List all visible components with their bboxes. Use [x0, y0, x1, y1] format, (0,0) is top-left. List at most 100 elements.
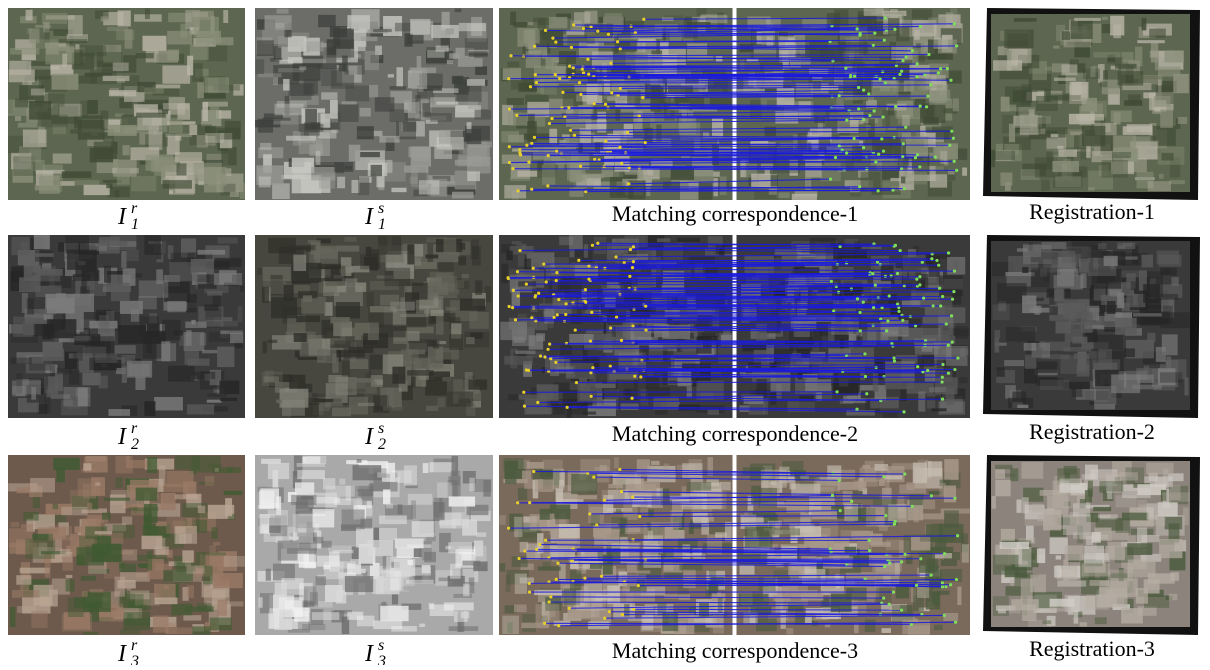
- image-texture: [103, 76, 130, 81]
- keypoint: [555, 279, 558, 282]
- image-texture: [1057, 581, 1086, 587]
- image-texture: [406, 580, 434, 584]
- image-texture: [1184, 377, 1188, 395]
- keypoint: [555, 271, 558, 274]
- image-texture: [144, 235, 160, 255]
- keypoint: [527, 161, 530, 164]
- keypoint: [556, 313, 559, 316]
- image-texture: [476, 532, 486, 536]
- keypoint: [881, 115, 884, 118]
- image-texture: [61, 507, 87, 515]
- keypoint: [572, 23, 575, 26]
- image-texture: [1010, 468, 1018, 481]
- image-texture: [197, 82, 204, 98]
- image-texture: [127, 361, 152, 378]
- image-texture: [1022, 296, 1036, 314]
- keypoint: [903, 553, 906, 556]
- image-texture: [1022, 497, 1028, 513]
- image-texture: [342, 101, 357, 104]
- image-texture: [448, 542, 472, 553]
- image-texture: [510, 12, 516, 25]
- image-texture: [928, 461, 942, 476]
- image-texture: [854, 623, 859, 633]
- keypoint: [838, 479, 841, 482]
- image-texture: [1000, 542, 1029, 549]
- image-texture: [643, 349, 668, 361]
- image-texture: [215, 468, 219, 472]
- image-texture: [395, 23, 411, 32]
- image-texture: [1085, 490, 1092, 502]
- image-texture: [514, 517, 522, 537]
- image-texture: [943, 613, 958, 621]
- image-texture: [414, 548, 422, 557]
- image-texture: [56, 468, 64, 483]
- image-texture: [205, 133, 224, 143]
- keypoint: [949, 583, 952, 586]
- keypoint: [862, 88, 865, 91]
- image-texture: [1074, 610, 1079, 623]
- keypoint: [556, 562, 559, 565]
- image-texture: [1123, 126, 1153, 135]
- image-texture: [286, 136, 316, 141]
- keypoint: [592, 476, 595, 479]
- keypoint: [853, 74, 856, 77]
- image-texture: [406, 567, 431, 575]
- image-texture: [475, 110, 491, 120]
- keypoint: [546, 184, 549, 187]
- image-texture: [518, 255, 525, 267]
- image-texture: [224, 556, 245, 567]
- image-texture: [53, 504, 58, 510]
- image-texture: [342, 56, 347, 72]
- image-texture: [119, 562, 125, 567]
- image-texture: [1159, 539, 1182, 558]
- keypoint: [932, 304, 935, 307]
- image-texture: [31, 611, 47, 628]
- keypoint: [544, 539, 547, 542]
- image-texture: [367, 292, 374, 307]
- image-texture: [10, 522, 19, 527]
- image-texture: [66, 575, 73, 578]
- image-texture: [1038, 515, 1045, 522]
- image-texture: [1062, 31, 1070, 40]
- keypoint: [517, 294, 520, 297]
- keypoint: [638, 515, 641, 518]
- image-texture: [1065, 323, 1083, 342]
- keypoint: [856, 297, 859, 300]
- image-texture: [197, 250, 225, 255]
- image-texture: [1006, 327, 1035, 342]
- keypoint: [614, 255, 617, 258]
- keypoint: [572, 66, 575, 69]
- keypoint: [570, 46, 573, 49]
- image-texture: [1143, 284, 1160, 303]
- image-texture: [1043, 620, 1052, 624]
- keypoint: [849, 74, 852, 77]
- image-texture: [115, 456, 132, 473]
- image-texture: [122, 549, 137, 560]
- keypoint: [831, 494, 834, 497]
- image-texture: [720, 482, 731, 491]
- keypoint: [947, 251, 950, 254]
- image-texture: [437, 482, 452, 497]
- image-texture: [197, 274, 209, 282]
- image-texture: [213, 542, 220, 545]
- image-texture: [865, 620, 876, 633]
- image-texture: [559, 51, 576, 64]
- keypoint: [632, 608, 635, 611]
- image-texture: [716, 245, 733, 254]
- image-texture: [947, 257, 965, 275]
- image-texture: [202, 350, 217, 353]
- image-texture: [1169, 594, 1178, 600]
- image-texture: [1095, 617, 1107, 624]
- keypoint: [632, 245, 635, 248]
- image-texture: [622, 321, 630, 341]
- keypoint: [916, 62, 919, 65]
- image-texture: [337, 246, 359, 252]
- keypoint: [546, 348, 549, 351]
- image-texture: [114, 577, 124, 597]
- image-texture: [583, 412, 596, 415]
- caption: Matching correspondence-2: [612, 421, 858, 446]
- math-sup: s: [378, 200, 384, 217]
- image-texture: [535, 479, 554, 491]
- image-texture: [459, 142, 487, 162]
- keypoint: [934, 156, 937, 159]
